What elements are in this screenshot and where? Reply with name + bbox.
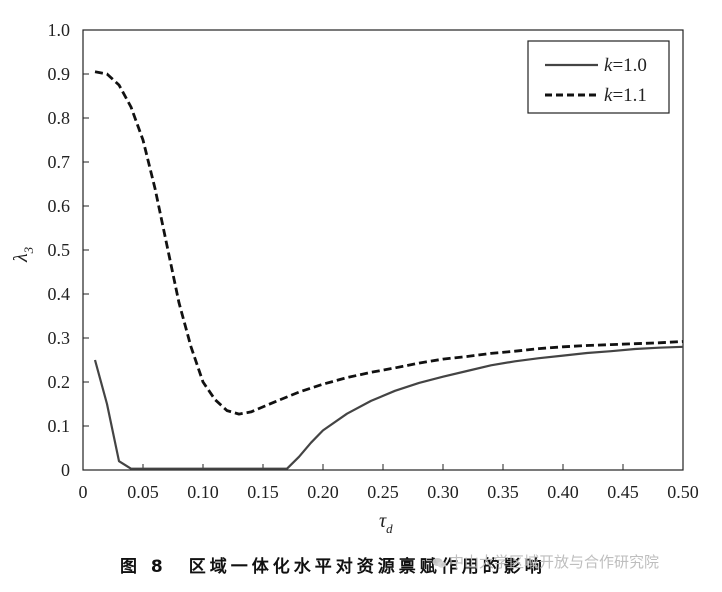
- x-tick-label: 0: [79, 482, 88, 502]
- y-tick-label: 1.0: [48, 20, 71, 40]
- y-axis-ticks: 0 0.1 0.2 0.3 0.4 0.5 0.6 0.7 0.8 0.9 1.0: [48, 20, 89, 480]
- x-tick-label: 0.25: [367, 482, 399, 502]
- y-tick-label: 0.9: [48, 64, 71, 84]
- y-tick-label: 0.6: [48, 196, 71, 216]
- x-tick-label: 0.10: [187, 482, 219, 502]
- y-tick-label: 0.1: [48, 416, 71, 436]
- x-tick-label: 0.20: [307, 482, 339, 502]
- legend: k=1.0 k=1.1: [527, 40, 670, 114]
- x-tick-label: 0.40: [547, 482, 579, 502]
- series-lines: [93, 70, 684, 470]
- y-tick-label: 0.8: [48, 108, 71, 128]
- x-tick-label: 0.35: [487, 482, 519, 502]
- figure-caption: 图 8 区域一体化水平对资源禀赋作用的影响: [120, 552, 546, 577]
- x-tick-label: 0.15: [247, 482, 279, 502]
- y-axis-title: λ3: [10, 246, 36, 263]
- watermark-text: 中山大学区域开放与合作研究院: [449, 553, 660, 571]
- series-line-k1-1: [94, 70, 684, 416]
- x-axis-title: τd: [379, 510, 393, 536]
- x-tick-label: 0.50: [667, 482, 699, 502]
- wechat-icon: [432, 557, 446, 568]
- legend-label-k1-1: k=1.1: [604, 85, 647, 106]
- y-tick-label: 0.5: [48, 240, 71, 260]
- legend-label-k1-0: k=1.0: [604, 55, 647, 76]
- x-axis-ticks: 0 0.05 0.10 0.15 0.20 0.25 0.30 0.35 0.40 0.45 0.5…: [79, 464, 699, 502]
- y-tick-label: 0.2: [48, 372, 71, 392]
- figure-number: 图 8: [120, 557, 167, 577]
- figure-title: 区域一体化水平对资源禀赋作用的影响: [188, 557, 546, 577]
- chart-area: 0 0.05 0.10 0.15 0.20 0.25 0.30 0.35 0.40 0.45 0.5…: [10, 20, 699, 536]
- series-line-k1-0: [93, 345, 684, 470]
- x-tick-label: 0.45: [607, 482, 639, 502]
- y-tick-label: 0.7: [48, 152, 71, 172]
- x-tick-label: 0.30: [427, 482, 459, 502]
- y-tick-label: 0.3: [48, 328, 71, 348]
- y-tick-label: 0: [61, 460, 70, 480]
- legend-box: [527, 40, 670, 114]
- y-tick-label: 0.4: [48, 284, 71, 304]
- x-tick-label: 0.05: [127, 482, 159, 502]
- watermark: 中山大学区域开放与合作研究院: [432, 551, 659, 572]
